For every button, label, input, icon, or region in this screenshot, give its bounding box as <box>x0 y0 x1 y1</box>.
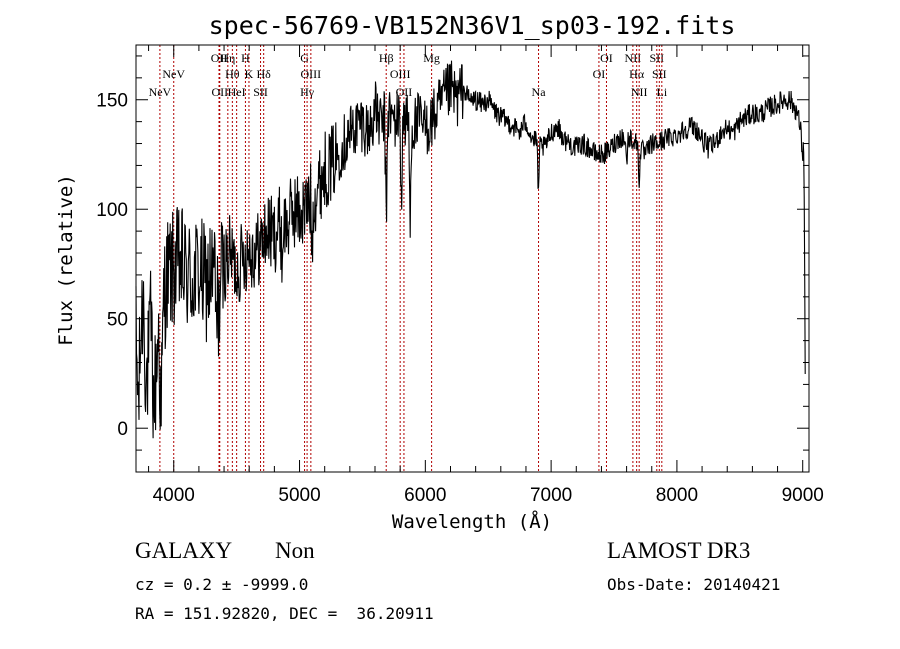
line-marker-label: K <box>245 67 254 81</box>
axis-ticks <box>136 45 809 472</box>
axis-tick-labels: 4000 5000 6000 7000 8000 9000 0 50 100 150 <box>96 91 824 506</box>
survey-label: LAMOST DR3 <box>607 538 751 563</box>
line-marker-label: NeV <box>149 85 172 99</box>
line-marker-label: HeI <box>228 85 246 99</box>
line-marker-label: SII <box>253 85 268 99</box>
line-marker-label: H <box>241 51 250 65</box>
line-marker-label: OII <box>211 85 228 99</box>
object-subclass: Non <box>275 538 315 563</box>
line-marker-label: Hδ <box>257 67 272 81</box>
chart-title: spec-56769-VB152N36V1_sp03-192.fits <box>209 11 736 40</box>
x-axis-label: Wavelength (Å) <box>392 510 552 533</box>
x-tick-label: 8000 <box>656 485 698 506</box>
line-marker-label: OIII <box>301 67 322 81</box>
line-marker-label: OII <box>396 85 413 99</box>
y-axis-label: Flux (relative) <box>55 174 77 346</box>
line-marker-label: G <box>300 51 309 65</box>
x-tick-label: 7000 <box>530 485 572 506</box>
x-tick-label: 6000 <box>404 485 446 506</box>
line-marker-label: SII <box>652 67 667 81</box>
line-marker-label: Na <box>532 85 547 99</box>
spectrum-line <box>135 60 806 439</box>
line-marker-label: NII <box>631 85 648 99</box>
plot-frame <box>135 44 810 473</box>
x-tick-label: 9000 <box>782 485 824 506</box>
obs-date-label: Obs-Date: 20140421 <box>607 575 781 594</box>
object-class: GALAXY <box>135 538 233 563</box>
y-tick-label: 0 <box>117 419 128 440</box>
line-marker-label: OI <box>600 51 613 65</box>
spectrum-series <box>135 60 806 439</box>
line-marker-label: Hγ <box>300 85 315 99</box>
line-marker-label: Hβ <box>379 51 394 65</box>
y-tick-label: 50 <box>107 310 128 331</box>
line-marker-label: OIII <box>390 67 411 81</box>
coordinates-label: RA = 151.92820, DEC = 36.20911 <box>135 604 434 623</box>
line-marker-label: NeV <box>162 67 185 81</box>
y-tick-label: 100 <box>96 200 128 221</box>
line-marker-label: Mg <box>423 51 440 65</box>
line-marker-label: SII <box>649 51 664 65</box>
line-marker-label: Hη <box>220 51 235 65</box>
x-tick-label: 5000 <box>278 485 320 506</box>
y-tick-label: 150 <box>96 91 128 112</box>
line-marker-label: Li <box>656 85 667 99</box>
line-marker-label: OI <box>593 67 606 81</box>
line-marker-label: OII <box>211 51 228 65</box>
line-marker-label: Hα <box>629 67 645 81</box>
line-marker-label: Hθ <box>225 67 240 81</box>
redshift-label: cz = 0.2 ± -9999.0 <box>135 575 309 594</box>
x-tick-label: 4000 <box>153 485 195 506</box>
